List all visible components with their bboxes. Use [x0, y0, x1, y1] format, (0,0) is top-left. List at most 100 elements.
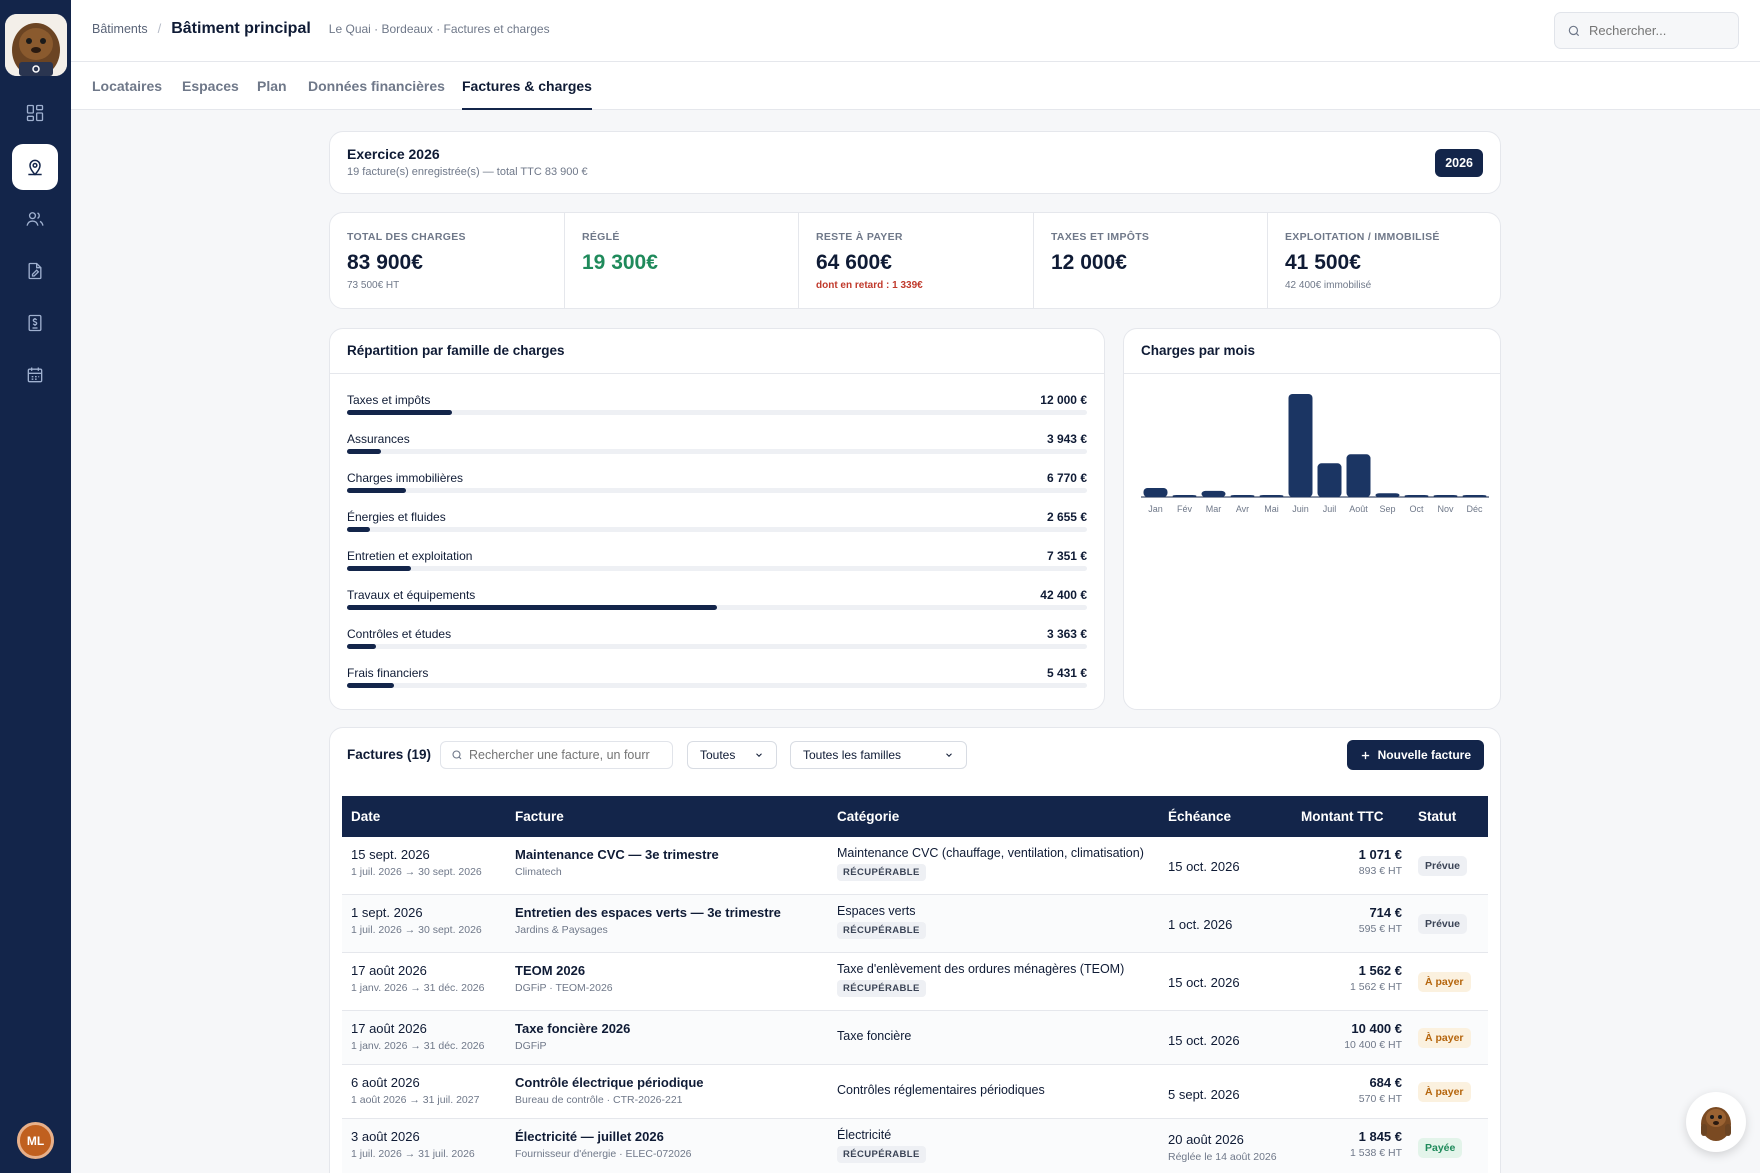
family-bar-track: [347, 644, 1087, 649]
col-statut[interactable]: Statut: [1418, 809, 1457, 824]
invoice-due: 5 sept. 2026: [1168, 1087, 1240, 1102]
invoice-name[interactable]: Taxe foncière 2026: [515, 1021, 631, 1036]
invoice-category: Maintenance CVC (chauffage, ventilation,…: [837, 846, 1144, 860]
invoice-amount-ht: 893 € HT: [1358, 865, 1402, 877]
invoice-name[interactable]: TEOM 2026: [515, 963, 586, 978]
col-facture[interactable]: Facture: [515, 809, 564, 824]
chart-bar-Juin[interactable]: [1288, 394, 1313, 497]
families-title: Répartition par famille de charges: [330, 329, 1104, 374]
invoice-name[interactable]: Contrôle électrique périodique: [515, 1075, 704, 1090]
assistant-button[interactable]: [1686, 1092, 1746, 1152]
nav-finances[interactable]: [12, 300, 58, 346]
nav-tenants[interactable]: [12, 196, 58, 242]
invoice-category-cell: Taxe d'enlèvement des ordures ménagères …: [837, 962, 1162, 997]
invoice-row[interactable]: 1 sept. 2026 1 juil. 2026 → 30 sept. 2026…: [342, 895, 1488, 953]
nav-buildings[interactable]: [12, 144, 58, 190]
invoice-amount-ht: 1 538 € HT: [1350, 1147, 1402, 1159]
breadcrumb-separator: /: [157, 21, 162, 36]
chart-x-label: Nov: [1437, 504, 1454, 514]
chart-bar-Mai[interactable]: [1259, 495, 1284, 497]
year-selector[interactable]: 2026: [1435, 149, 1483, 177]
col-echeance[interactable]: Échéance: [1168, 809, 1232, 824]
page-subtitle: Le Quai · Bordeaux · Factures et charges: [328, 22, 550, 36]
global-search-input[interactable]: [1589, 23, 1729, 38]
kpi-value: 64 600€: [816, 251, 892, 274]
invoice-search[interactable]: [440, 741, 673, 769]
monthly-chart: Jan Fév Mar Avr Mai Juin Juil Août Sep Oct Nov Déc: [1141, 394, 1489, 514]
breadcrumb-buildings[interactable]: Bâtiments: [92, 22, 148, 36]
family-bar-track: [347, 527, 1087, 532]
chart-bar-Nov[interactable]: [1433, 495, 1458, 497]
invoice-date: 15 sept. 2026: [351, 847, 430, 862]
invoice-row[interactable]: 6 août 2026 1 août 2026 → 31 juil. 2027 Co…: [342, 1065, 1488, 1119]
invoice-period: 1 juil. 2026 → 30 sept. 2026: [351, 866, 482, 878]
kpi-sub: 42 400€ immobilisé: [1285, 280, 1372, 291]
user-avatar[interactable]: ML: [17, 1122, 54, 1159]
family-bar-track: [347, 683, 1087, 688]
invoice-row[interactable]: 15 sept. 2026 1 juil. 2026 → 30 sept. 202…: [342, 837, 1488, 895]
invoice-category-cell: Électricité RÉCUPÉRABLE: [837, 1128, 1162, 1163]
invoice-search-input[interactable]: [469, 748, 664, 762]
app-logo[interactable]: [5, 14, 67, 76]
chart-bar-Mar[interactable]: [1201, 490, 1226, 497]
family-bar-track: [347, 605, 1087, 610]
global-search[interactable]: [1554, 12, 1739, 49]
kpi-taxes: TAXES ET IMPÔTS 12 000€: [1034, 213, 1268, 309]
new-invoice-button[interactable]: Nouvelle facture: [1346, 740, 1484, 770]
col-categorie[interactable]: Catégorie: [837, 809, 900, 824]
invoice-due: 15 oct. 2026: [1168, 975, 1240, 990]
invoice-name[interactable]: Électricité — juillet 2026: [515, 1129, 664, 1144]
col-montant[interactable]: Montant TTC: [1301, 809, 1384, 824]
sidebar: ML: [0, 0, 71, 1173]
invoice-amount-ht: 595 € HT: [1358, 923, 1402, 935]
invoice-row[interactable]: 17 août 2026 1 janv. 2026 → 31 déc. 2026 T…: [342, 1011, 1488, 1065]
invoice-period: 1 août 2026 → 31 juil. 2027: [351, 1094, 480, 1106]
chart-x-label: Avr: [1236, 504, 1249, 514]
invoice-category: Espaces verts: [837, 904, 916, 918]
chart-bar-Avr[interactable]: [1230, 495, 1255, 497]
page-title: Bâtiment principal: [171, 20, 311, 37]
map-pin-icon: [28, 159, 42, 176]
tab-bar: Locataires Espaces Plan Données financiè…: [71, 62, 1760, 110]
nav-documents[interactable]: [12, 248, 58, 294]
chart-bar-Juil[interactable]: [1317, 463, 1342, 497]
search-icon: [452, 750, 462, 760]
invoice-due-cell: 5 sept. 2026: [1168, 1087, 1240, 1102]
invoice-row[interactable]: 17 août 2026 1 janv. 2026 → 31 déc. 2026 T…: [342, 953, 1488, 1011]
user-initials: ML: [26, 1133, 45, 1148]
chart-bar-Fév[interactable]: [1172, 495, 1197, 497]
chart-bar-Sep[interactable]: [1375, 493, 1400, 497]
status-filter-select[interactable]: Toutes: [687, 741, 777, 769]
kpi-value: 83 900€: [347, 251, 423, 274]
chart-x-label: Mar: [1206, 504, 1222, 514]
family-label: Travaux et équipements: [347, 588, 476, 602]
invoice-date-cell: 17 août 2026 1 janv. 2026 → 31 déc. 2026: [351, 963, 485, 994]
tab-factures-charges[interactable]: Factures & charges: [462, 78, 592, 110]
chart-bar-Jan[interactable]: [1143, 487, 1168, 497]
chart-bar-Oct[interactable]: [1404, 495, 1429, 497]
tab-espaces[interactable]: Espaces: [182, 78, 239, 94]
invoice-row[interactable]: 3 août 2026 1 juil. 2026 → 31 juil. 2026 É…: [342, 1119, 1488, 1173]
family-row: Travaux et équipements 42 400 €: [347, 588, 1087, 627]
family-amount: 6 770 €: [1046, 471, 1087, 485]
chart-x-label: Juin: [1292, 504, 1309, 514]
chart-bar-Août[interactable]: [1346, 454, 1371, 497]
invoice-name[interactable]: Maintenance CVC — 3e trimestre: [515, 847, 719, 862]
invoice-amount-cell: 714 € 595 € HT: [1359, 905, 1402, 935]
chart-bar-Déc[interactable]: [1462, 495, 1487, 497]
family-filter-select[interactable]: Toutes les familles: [790, 741, 967, 769]
invoice-name[interactable]: Entretien des espaces verts — 3e trimest…: [515, 905, 781, 920]
tab-plan[interactable]: Plan: [257, 78, 287, 94]
col-date[interactable]: Date: [351, 809, 381, 824]
nav-dashboard[interactable]: [12, 90, 58, 136]
family-bar-fill: [347, 566, 412, 571]
tab-locataires[interactable]: Locataires: [92, 78, 163, 94]
kpi-regle: RÉGLÉ 19 300€: [565, 213, 799, 309]
nav-calendar[interactable]: [12, 352, 58, 398]
invoice-due-cell: 15 oct. 2026: [1168, 1033, 1240, 1048]
invoice-amount-ht: 10 400 € HT: [1344, 1039, 1402, 1051]
invoice-period: 1 janv. 2026 → 31 déc. 2026: [351, 1040, 485, 1052]
status-badge: À payer: [1418, 972, 1471, 992]
status-badge: Prévue: [1418, 914, 1468, 934]
tab-donnees-financieres[interactable]: Données financières: [308, 78, 445, 94]
